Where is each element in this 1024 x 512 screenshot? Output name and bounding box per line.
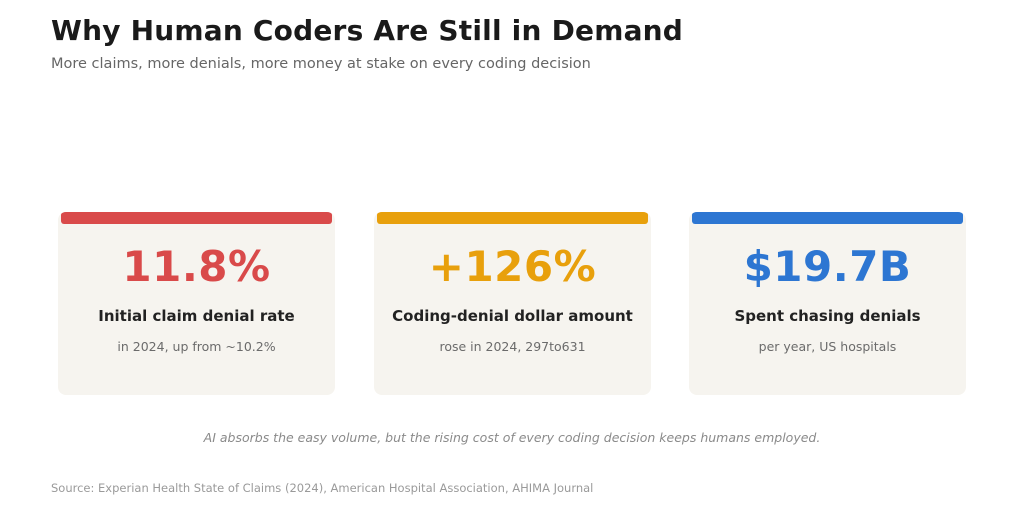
card-accent-bar (377, 212, 648, 224)
page-title: Why Human Coders Are Still in Demand (51, 14, 684, 47)
stat-label: Initial claim denial rate (98, 307, 295, 325)
source-citation: Source: Experian Health State of Claims … (51, 481, 594, 495)
stat-card-coding-denial: +126% Coding-denial dollar amount rose i… (374, 212, 651, 395)
stat-label: Coding-denial dollar amount (392, 307, 633, 325)
stat-value: 11.8% (122, 242, 271, 291)
card-accent-bar (692, 212, 963, 224)
stat-value: +126% (428, 242, 597, 291)
stat-detail: rose in 2024, 297to631 (439, 339, 586, 354)
stat-card-denial-spend: $19.7B Spent chasing denials per year, U… (689, 212, 966, 395)
card-accent-bar (61, 212, 332, 224)
stat-value: $19.7B (743, 242, 912, 291)
page-subtitle: More claims, more denials, more money at… (51, 56, 591, 72)
stat-label: Spent chasing denials (734, 307, 921, 325)
stat-detail: per year, US hospitals (758, 339, 897, 354)
stat-cards: 11.8% Initial claim denial rate in 2024,… (58, 212, 968, 395)
stat-detail: in 2024, up from ~10.2% (117, 339, 276, 354)
footer-note: AI absorbs the easy volume, but the risi… (203, 430, 821, 445)
stat-card-denial-rate: 11.8% Initial claim denial rate in 2024,… (58, 212, 335, 395)
